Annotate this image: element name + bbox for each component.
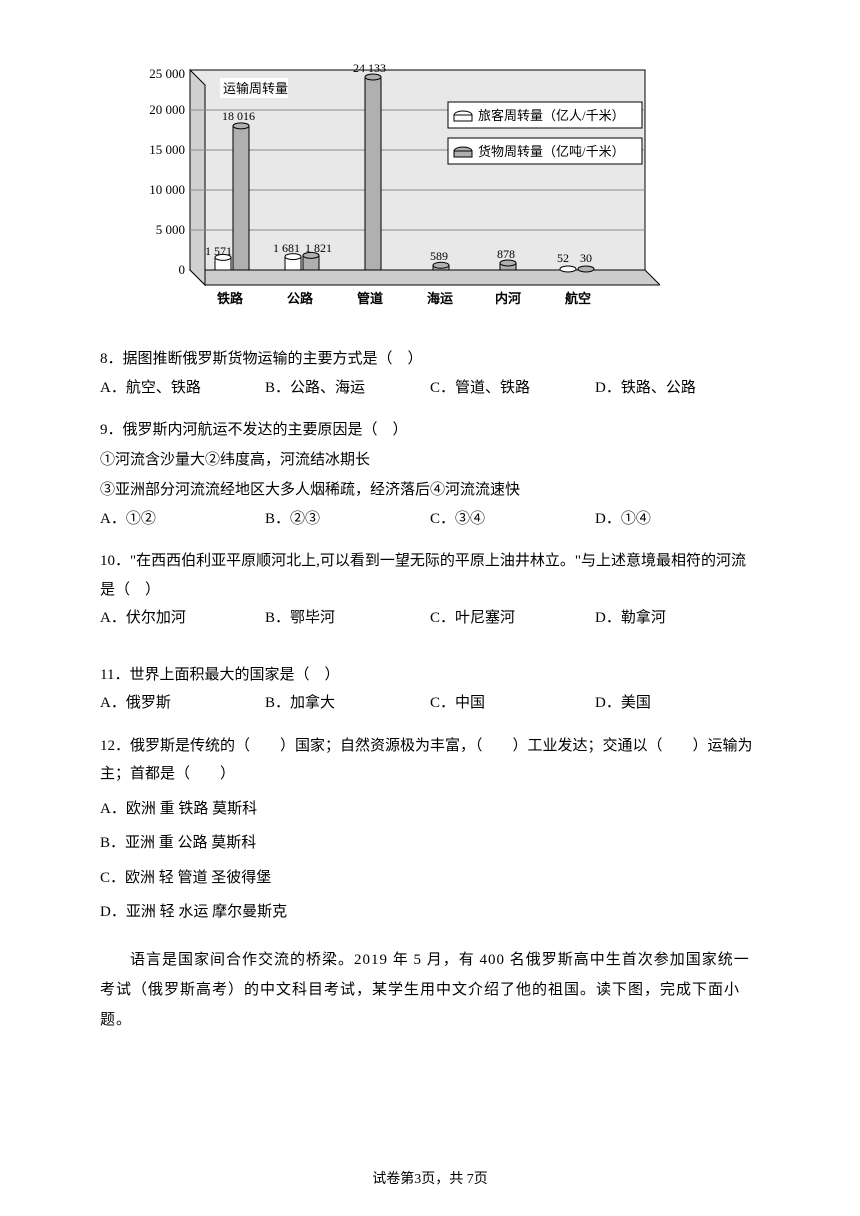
ytick-5: 25 000 bbox=[149, 66, 185, 81]
question-10: 10．"在西西伯利亚平原顺河北上,可以看到一望无际的平原上油井林立。"与上述意境… bbox=[100, 547, 760, 633]
passage-text: 语言是国家间合作交流的桥梁。2019 年 5 月，有 400 名俄罗斯高中生首次… bbox=[100, 945, 760, 1035]
svg-text:589: 589 bbox=[430, 249, 448, 263]
q10-option-d[interactable]: D．勒拿河 bbox=[595, 604, 760, 633]
q10-text: 10．"在西西伯利亚平原顺河北上,可以看到一望无际的平原上油井林立。"与上述意境… bbox=[100, 547, 760, 604]
chart-svg: 0 5 000 10 000 15 000 20 000 25 000 运输周转… bbox=[130, 60, 660, 310]
q8-option-a[interactable]: A．航空、铁路 bbox=[100, 374, 265, 403]
q9-option-b[interactable]: B．②③ bbox=[265, 505, 430, 534]
q11-option-b[interactable]: B．加拿大 bbox=[265, 689, 430, 718]
question-12: 12．俄罗斯是传统的（ ）国家；自然资源极为丰富，（ ）工业发达；交通以（ ）运… bbox=[100, 732, 760, 927]
q12-option-d[interactable]: D．亚洲 轻 水运 摩尔曼斯克 bbox=[100, 898, 760, 927]
question-11: 11．世界上面积最大的国家是（ ） A．俄罗斯 B．加拿大 C．中国 D．美国 bbox=[100, 661, 760, 718]
q12-option-b[interactable]: B．亚洲 重 公路 莫斯科 bbox=[100, 829, 760, 858]
transport-chart: 0 5 000 10 000 15 000 20 000 25 000 运输周转… bbox=[130, 60, 760, 315]
bar-group-river: 878 bbox=[497, 247, 516, 270]
q12-text: 12．俄罗斯是传统的（ ）国家；自然资源极为丰富，（ ）工业发达；交通以（ ）运… bbox=[100, 732, 760, 789]
question-9: 9．俄罗斯内河航运不发达的主要原因是（ ） ①河流含沙量大②纬度高，河流结冰期长… bbox=[100, 416, 760, 533]
q11-text: 11．世界上面积最大的国家是（ ） bbox=[100, 661, 760, 690]
svg-text:管道: 管道 bbox=[357, 291, 383, 306]
q9-line1: ①河流含沙量大②纬度高，河流结冰期长 bbox=[100, 445, 760, 475]
svg-text:货物周转量（亿吨/千米）: 货物周转量（亿吨/千米） bbox=[478, 144, 625, 159]
q9-line2: ③亚洲部分河流流经地区大多人烟稀疏，经济落后④河流流速快 bbox=[100, 475, 760, 505]
q11-option-c[interactable]: C．中国 bbox=[430, 689, 595, 718]
q11-option-a[interactable]: A．俄罗斯 bbox=[100, 689, 265, 718]
q8-option-b[interactable]: B．公路、海运 bbox=[265, 374, 430, 403]
page-footer: 试卷第3页，共 7页 bbox=[0, 1168, 860, 1188]
svg-text:878: 878 bbox=[497, 247, 515, 261]
q9-option-d[interactable]: D．①④ bbox=[595, 505, 760, 534]
q9-option-a[interactable]: A．①② bbox=[100, 505, 265, 534]
q12-option-c[interactable]: C．欧洲 轻 管道 圣彼得堡 bbox=[100, 864, 760, 893]
svg-text:52: 52 bbox=[557, 251, 569, 265]
ytick-1: 5 000 bbox=[156, 222, 185, 237]
svg-text:1 571: 1 571 bbox=[205, 244, 232, 258]
svg-text:内河: 内河 bbox=[495, 291, 521, 306]
svg-text:公路: 公路 bbox=[287, 291, 314, 306]
question-8: 8．据图推断俄罗斯货物运输的主要方式是（ ） A．航空、铁路 B．公路、海运 C… bbox=[100, 345, 760, 402]
svg-text:30: 30 bbox=[580, 251, 592, 265]
q10-option-c[interactable]: C．叶尼塞河 bbox=[430, 604, 595, 633]
q8-option-c[interactable]: C．管道、铁路 bbox=[430, 374, 595, 403]
svg-text:旅客周转量（亿人/千米）: 旅客周转量（亿人/千米） bbox=[478, 108, 625, 123]
svg-text:海运: 海运 bbox=[427, 291, 453, 306]
q11-option-d[interactable]: D．美国 bbox=[595, 689, 760, 718]
q12-option-a[interactable]: A．欧洲 重 铁路 莫斯科 bbox=[100, 795, 760, 824]
svg-text:1 681: 1 681 bbox=[273, 241, 300, 255]
svg-text:铁路: 铁路 bbox=[216, 291, 244, 306]
ytick-2: 10 000 bbox=[149, 182, 185, 197]
ytick-3: 15 000 bbox=[149, 142, 185, 157]
q10-option-a[interactable]: A．伏尔加河 bbox=[100, 604, 265, 633]
y-axis-title: 运输周转量 bbox=[223, 81, 288, 96]
ytick-0: 0 bbox=[179, 262, 186, 277]
q9-option-c[interactable]: C．③④ bbox=[430, 505, 595, 534]
bar-group-sea: 589 bbox=[430, 249, 449, 270]
svg-text:1 821: 1 821 bbox=[305, 241, 332, 255]
svg-text:18 016: 18 016 bbox=[222, 109, 255, 123]
ytick-4: 20 000 bbox=[149, 102, 185, 117]
svg-text:24 133: 24 133 bbox=[353, 61, 386, 75]
svg-text:航空: 航空 bbox=[565, 291, 591, 306]
q8-text: 8．据图推断俄罗斯货物运输的主要方式是（ ） bbox=[100, 345, 760, 374]
q10-option-b[interactable]: B．鄂毕河 bbox=[265, 604, 430, 633]
q8-option-d[interactable]: D．铁路、公路 bbox=[595, 374, 760, 403]
q9-text: 9．俄罗斯内河航运不发达的主要原因是（ ） bbox=[100, 416, 760, 445]
